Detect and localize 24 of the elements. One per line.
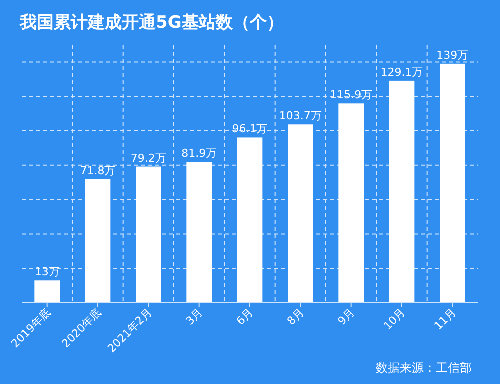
bar (288, 124, 314, 303)
data-label: 103.7万 (279, 110, 322, 123)
bar (34, 280, 60, 303)
data-label: 139万 (436, 48, 469, 62)
data-label: 13万 (34, 266, 60, 279)
bar (85, 180, 111, 303)
x-tick-label: 6月 (234, 306, 256, 328)
x-tick-label: 8月 (284, 306, 307, 328)
chart-title: 我国累计建成开通5G基站数（个） (19, 13, 284, 33)
x-tick-label: 3月 (184, 306, 206, 328)
data-label: 79.2万 (130, 152, 166, 165)
x-tick-label: 11月 (432, 306, 459, 333)
bar (389, 80, 415, 303)
data-label: 71.8万 (80, 164, 116, 178)
bar (440, 64, 466, 303)
bar (136, 166, 162, 303)
bar (237, 138, 263, 303)
bar (338, 104, 364, 303)
data-label: 129.1万 (380, 66, 424, 79)
source-note: 数据来源：工信部 (376, 361, 472, 375)
data-label: 81.9万 (182, 147, 218, 160)
bar (186, 162, 212, 303)
x-tick-label: 10月 (381, 306, 408, 333)
x-tick-label: 9月 (336, 306, 358, 328)
